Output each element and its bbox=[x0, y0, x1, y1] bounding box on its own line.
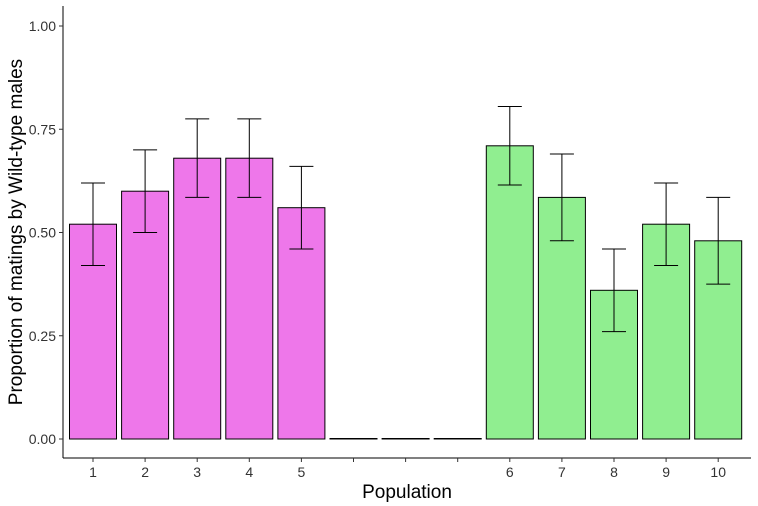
y-ticks: 0.00 0.25 0.50 0.75 1.00 bbox=[29, 18, 63, 447]
x-tick-label: 2 bbox=[141, 464, 149, 480]
bar-8 bbox=[590, 289, 638, 440]
x-axis-title: Population bbox=[362, 482, 452, 503]
x-tick-label: 5 bbox=[298, 464, 306, 480]
x-tick-label: 10 bbox=[710, 464, 726, 480]
y-tick-label: 0.00 bbox=[29, 431, 56, 447]
x-tick-label: 1 bbox=[89, 464, 97, 480]
error-bar-4 bbox=[237, 118, 262, 198]
x-tick-label: 9 bbox=[662, 464, 670, 480]
y-tick-label: 1.00 bbox=[29, 18, 56, 34]
error-bar-10 bbox=[706, 196, 731, 285]
x-tick-label: 4 bbox=[245, 464, 253, 480]
error-bar-2 bbox=[133, 149, 158, 233]
x-ticks: 1 2 3 4 5 6 7 8 9 10 bbox=[89, 458, 726, 480]
bar-gap-6 bbox=[381, 438, 430, 440]
error-bar-8 bbox=[602, 248, 626, 333]
x-tick-label: 6 bbox=[506, 464, 514, 480]
y-axis-title: Proportion of matings by Wild-type males bbox=[6, 59, 27, 405]
y-tick-label: 0.25 bbox=[29, 328, 56, 344]
error-bar-9 bbox=[654, 182, 679, 267]
bar-gap-5 bbox=[329, 438, 378, 440]
y-tick-label: 0.50 bbox=[29, 225, 56, 241]
error-bar-3 bbox=[185, 118, 210, 198]
bar-3 bbox=[173, 157, 222, 440]
bar-gap-7 bbox=[433, 438, 482, 440]
error-bars-layer bbox=[81, 106, 731, 333]
x-tick-label: 3 bbox=[193, 464, 201, 480]
error-bar-7 bbox=[549, 153, 574, 242]
bars-layer bbox=[69, 145, 743, 440]
error-bar-1 bbox=[81, 182, 105, 267]
error-bar-5 bbox=[289, 165, 314, 250]
error-bar-6 bbox=[497, 106, 522, 186]
x-tick-label: 7 bbox=[558, 464, 566, 480]
bar-6 bbox=[485, 145, 534, 440]
bar-4 bbox=[225, 157, 274, 440]
x-tick-label: 8 bbox=[610, 464, 618, 480]
y-tick-label: 0.75 bbox=[29, 121, 56, 137]
